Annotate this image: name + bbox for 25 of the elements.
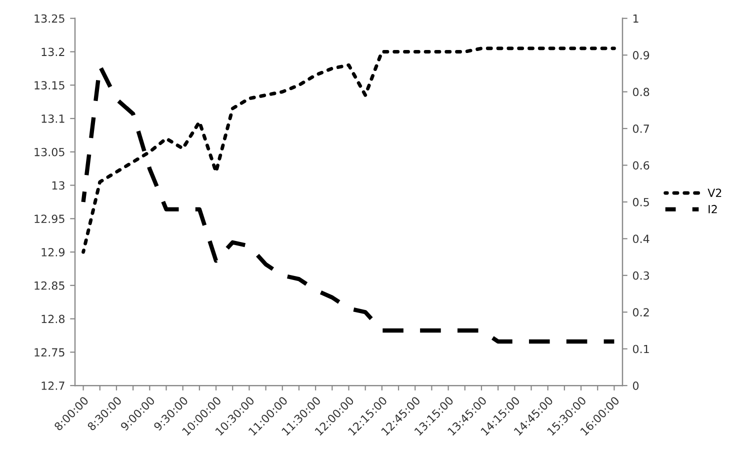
- y-tick-label: 12.9: [42, 248, 64, 256]
- y-tick-label: 13.1: [42, 114, 64, 123]
- legend-label: I2: [708, 204, 717, 214]
- y-tick-label: 13.2: [42, 48, 64, 56]
- y2-tick-label: 0.1: [632, 344, 649, 354]
- y-tick-label: 13.05: [34, 148, 64, 156]
- y2-tick-label: 0.3: [632, 271, 649, 280]
- y-tick-label: 13: [52, 181, 64, 190]
- y2-tick-label: 0.6: [632, 161, 650, 170]
- y-tick-label: 12.95: [34, 214, 64, 224]
- y2-tick-label: 0.7: [632, 124, 649, 133]
- y2-tick-label: 0.9: [632, 51, 650, 60]
- y2-tick-label: 0.8: [632, 88, 650, 96]
- y2-tick-label: 0.2: [632, 308, 649, 316]
- y-tick-label: 12.85: [34, 281, 64, 290]
- y-tick-label: 12.8: [42, 314, 65, 324]
- y-tick-label: 12.75: [34, 348, 64, 357]
- y2-tick-label: 0.5: [632, 198, 649, 206]
- legend-label: V2: [708, 188, 722, 197]
- y2-tick-label: 1: [633, 14, 638, 23]
- y2-tick-label: 0: [632, 382, 639, 390]
- y-tick-label: 12.7: [42, 382, 64, 390]
- y-tick-label: 13.15: [34, 81, 64, 90]
- y-tick-label: 13.25: [34, 14, 64, 23]
- y2-tick-label: 0.4: [632, 234, 650, 244]
